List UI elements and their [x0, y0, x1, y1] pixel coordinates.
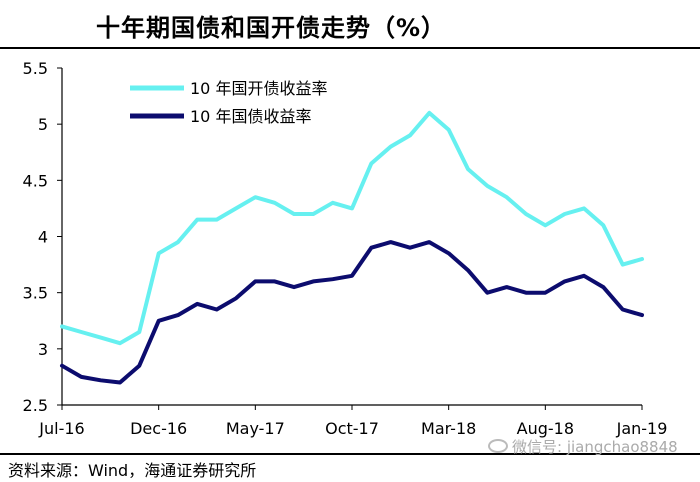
x-tick-label: Mar-18 — [421, 419, 476, 438]
x-tick-label: Oct-17 — [325, 419, 379, 438]
x-tick-label: Aug-18 — [517, 419, 574, 438]
bottom-rule — [0, 453, 700, 455]
y-tick-label: 2.5 — [23, 396, 48, 415]
x-tick-label: Jul-16 — [38, 419, 84, 438]
chart-axes — [57, 67, 643, 410]
x-axis-labels: Jul-16 Dec-16 May-17 Oct-17 Mar-18 Aug-18 Jan-… — [38, 419, 667, 438]
page-title: 十年期国债和国开债走势（%） — [96, 14, 447, 42]
wechat-icon — [488, 439, 508, 453]
y-tick-label: 4 — [38, 228, 48, 247]
y-tick-label: 4.5 — [23, 171, 48, 190]
x-tick-label: Dec-16 — [130, 419, 187, 438]
watermark-text: 微信号: jiangchao8848 — [512, 438, 678, 456]
x-tick-label: May-17 — [226, 419, 285, 438]
y-axis-labels: 2.5 3 3.5 4 4.5 5 5.5 — [23, 59, 48, 415]
y-tick-label: 5.5 — [23, 59, 48, 78]
source-note: 资料来源：Wind，海通证券研究所 — [8, 461, 257, 480]
legend-label-2: 10 年国债收益率 — [190, 107, 311, 126]
y-tick-label: 5 — [38, 115, 48, 134]
series-lines — [60, 110, 644, 385]
series-line-2 — [60, 240, 644, 385]
y-tick-label: 3.5 — [23, 284, 48, 303]
series-line-1 — [60, 110, 644, 346]
top-rule — [0, 47, 700, 49]
x-tick-label: Jan-19 — [616, 419, 668, 438]
legend: 10 年国开债收益率 10 年国债收益率 — [130, 79, 327, 126]
watermark: 微信号: jiangchao8848 — [488, 436, 678, 457]
y-tick-label: 3 — [38, 340, 48, 359]
legend-label-1: 10 年国开债收益率 — [190, 79, 327, 98]
